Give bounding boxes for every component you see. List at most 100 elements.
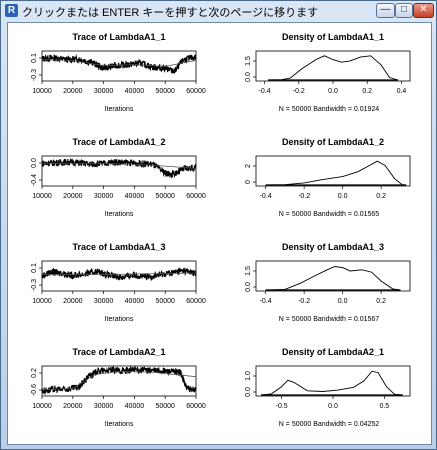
x-tick-label: 0.0 [338, 298, 348, 305]
x-axis-label: Iterations [105, 421, 134, 428]
r-logo-icon: R [5, 4, 18, 17]
x-tick-label: 10000 [32, 88, 52, 95]
x-tick-label: 0.2 [376, 298, 386, 305]
y-tick-label: -0.6 [31, 384, 38, 396]
density-frame [255, 260, 411, 292]
x-tick-label: 0.4 [397, 88, 407, 95]
trace-frame [41, 50, 197, 82]
x-tick-label: -0.4 [260, 298, 272, 305]
trace-line [41, 157, 197, 179]
x-tick-label: 60000 [186, 403, 206, 410]
x-tick-label: 20000 [63, 298, 83, 305]
x-tick-label: 60000 [186, 88, 206, 95]
density-caption: N = 50000 Bandwidth = 0.01565 [279, 211, 380, 218]
y-tick-label: 1.5 [245, 266, 252, 276]
plot-area[interactable]: Trace of LambdaA1_1 10000 20000 30000 40000 5… [7, 22, 432, 445]
x-tick-label: 10000 [32, 193, 52, 200]
y-tick-label: 1.5 [245, 56, 252, 66]
x-tick-label: 30000 [94, 88, 114, 95]
trace-frame [41, 365, 197, 397]
y-tick-label: -0.3 [31, 69, 38, 81]
trace-trend-line [41, 370, 197, 390]
trace-title: Trace of LambdaA1_2 [72, 137, 165, 147]
trace-trend-line [42, 272, 197, 275]
density-title: Density of LambdaA2_1 [282, 347, 384, 357]
x-tick-label: 20000 [63, 403, 83, 410]
density-curve [267, 55, 399, 81]
trace-line [41, 365, 197, 396]
x-tick-label: -0.4 [260, 193, 272, 200]
density-title: Density of LambdaA1_1 [282, 32, 384, 42]
x-tick-label: 0.0 [328, 88, 338, 95]
y-tick-label: 0.0 [245, 282, 252, 292]
density-curve [265, 266, 401, 291]
y-tick-label: 0.2 [31, 368, 38, 378]
x-tick-label: -0.2 [298, 298, 310, 305]
x-tick-label: 10000 [32, 298, 52, 305]
density-title: Density of LambdaA1_3 [282, 242, 384, 252]
density-frame [255, 50, 411, 82]
window-title: クリックまたは ENTER キーを押すと次のページに移ります [22, 7, 319, 19]
close-button[interactable]: ✕ [413, 3, 434, 18]
trace-trend-line [41, 59, 197, 67]
y-tick-label: 0.1 [31, 53, 38, 63]
x-tick-label: 40000 [125, 298, 145, 305]
x-tick-label: 60000 [186, 193, 206, 200]
x-tick-label: 0.0 [328, 403, 338, 410]
x-tick-label: 40000 [125, 88, 145, 95]
trace-line [41, 267, 197, 282]
x-tick-label: 0.0 [338, 193, 348, 200]
density-frame [255, 155, 411, 187]
density-caption: N = 50000 Bandwidth = 0.04252 [279, 421, 380, 428]
x-tick-label: 40000 [125, 193, 145, 200]
y-tick-label: -0.4 [31, 174, 38, 186]
density-caption: N = 50000 Bandwidth = 0.01567 [279, 316, 380, 323]
minimize-button[interactable]: — [376, 3, 395, 18]
x-tick-label: 30000 [94, 193, 114, 200]
x-tick-label: 20000 [63, 193, 83, 200]
x-tick-label: 50000 [155, 403, 175, 410]
x-tick-label: 10000 [32, 403, 52, 410]
x-tick-label: 0.2 [362, 88, 372, 95]
x-tick-label: -0.4 [259, 88, 271, 95]
y-tick-label: 2 [245, 164, 252, 168]
x-axis-label: Iterations [105, 316, 134, 323]
trace-trend-line [41, 162, 197, 169]
trace-frame [41, 155, 197, 187]
x-tick-label: -0.2 [298, 193, 310, 200]
y-tick-label: 0.1 [31, 263, 38, 273]
density-curve [265, 160, 407, 186]
x-tick-label: 0.2 [376, 193, 386, 200]
y-tick-label: 0.0 [31, 158, 38, 168]
x-tick-label: -0.2 [293, 88, 305, 95]
y-tick-label: 0.0 [245, 72, 252, 82]
x-tick-label: 30000 [94, 403, 114, 410]
density-caption: N = 50000 Bandwidth = 0.01924 [279, 106, 380, 113]
y-tick-label: 0.0 [245, 387, 252, 397]
x-tick-label: 60000 [186, 298, 206, 305]
density-curve [261, 370, 403, 396]
x-tick-label: 50000 [155, 88, 175, 95]
x-tick-label: 50000 [155, 298, 175, 305]
x-tick-label: 20000 [63, 88, 83, 95]
x-axis-label: Iterations [105, 106, 134, 113]
maximize-button[interactable]: □ [395, 3, 413, 18]
x-tick-label: 0.5 [379, 403, 389, 410]
title-bar[interactable]: R クリックまたは ENTER キーを押すと次のページに移ります — □ ✕ [1, 1, 436, 21]
trace-line [41, 53, 197, 75]
x-tick-label: 40000 [125, 403, 145, 410]
mcmc-diagnostic-plots: Trace of LambdaA1_1 10000 20000 30000 40000 5… [31, 32, 411, 428]
x-tick-label: 30000 [94, 298, 114, 305]
y-tick-label: 1.0 [245, 371, 252, 381]
density-frame [255, 365, 411, 397]
y-tick-label: -0.3 [31, 279, 38, 291]
density-title: Density of LambdaA1_2 [282, 137, 384, 147]
trace-title: Trace of LambdaA1_3 [72, 242, 165, 252]
trace-title: Trace of LambdaA2_1 [72, 347, 165, 357]
x-tick-label: 50000 [155, 193, 175, 200]
x-axis-label: Iterations [105, 211, 134, 218]
trace-title: Trace of LambdaA1_1 [72, 32, 165, 42]
x-tick-label: -0.5 [276, 403, 288, 410]
y-tick-label: 0 [245, 180, 252, 184]
